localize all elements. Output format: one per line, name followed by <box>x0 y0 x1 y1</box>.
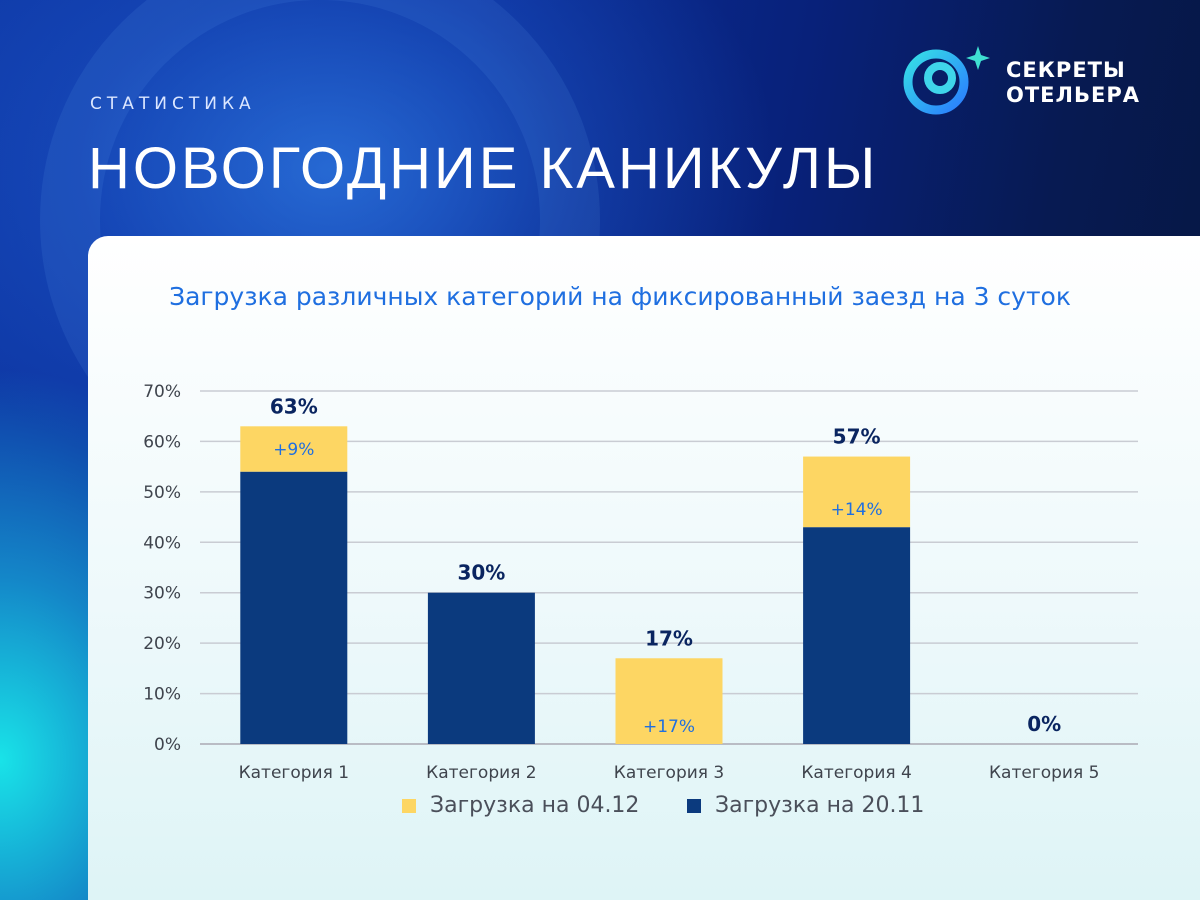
y-tick-label: 10% <box>143 685 181 705</box>
x-tick-label: Категория 2 <box>426 763 536 783</box>
y-tick-label: 0% <box>154 735 181 755</box>
logo-line-2: ОТЕЛЬЕРА <box>1006 83 1140 107</box>
brand-logo: СЕКРЕТЫ ОТЕЛЬЕРА <box>900 40 1150 120</box>
increment-label: +14% <box>831 500 883 520</box>
x-tick-label: Категория 4 <box>801 763 911 783</box>
x-tick-label: Категория 1 <box>239 763 349 783</box>
chart-title: Загрузка различных категорий на фиксиров… <box>169 282 1071 311</box>
logo-line-1: СЕКРЕТЫ <box>1006 58 1126 82</box>
total-label: 17% <box>645 626 693 650</box>
legend-label-base: Загрузка на 20.11 <box>715 793 925 818</box>
increment-label: +17% <box>643 717 695 737</box>
chart-legend: Загрузка на 04.12 Загрузка на 20.11 <box>0 793 1200 823</box>
total-label: 0% <box>1027 712 1061 736</box>
total-label: 63% <box>270 394 318 418</box>
page-title: НОВОГОДНИЕ КАНИКУЛЫ <box>88 136 879 201</box>
y-tick-label: 50% <box>143 483 181 503</box>
bar-increment <box>803 456 911 528</box>
y-tick-label: 70% <box>143 382 181 402</box>
x-tick-label: Категория 3 <box>614 763 724 783</box>
section-kicker: СТАТИСТИКА <box>90 94 256 114</box>
y-tick-label: 40% <box>143 533 181 553</box>
legend-item-base: Загрузка на 20.11 <box>687 793 924 818</box>
bar-base <box>240 471 348 744</box>
bar-base <box>427 592 535 744</box>
x-tick-label: Категория 5 <box>989 763 1099 783</box>
logo-wordmark: СЕКРЕТЫ ОТЕЛЬЕРА <box>1006 58 1140 108</box>
legend-swatch-new <box>402 798 416 813</box>
bar-increment <box>240 426 348 472</box>
total-label: 30% <box>457 561 505 585</box>
bar-increment <box>615 658 723 744</box>
y-tick-label: 60% <box>143 432 181 452</box>
logo-icon <box>903 46 990 115</box>
bar-base <box>803 527 911 744</box>
legend-item-new: Загрузка на 04.12 <box>402 793 639 818</box>
legend-swatch-base <box>687 798 701 813</box>
y-tick-label: 30% <box>143 584 181 604</box>
total-label: 57% <box>833 425 881 449</box>
legend-label-new: Загрузка на 04.12 <box>430 793 640 818</box>
y-tick-label: 20% <box>143 634 181 654</box>
increment-label: +9% <box>273 440 314 460</box>
